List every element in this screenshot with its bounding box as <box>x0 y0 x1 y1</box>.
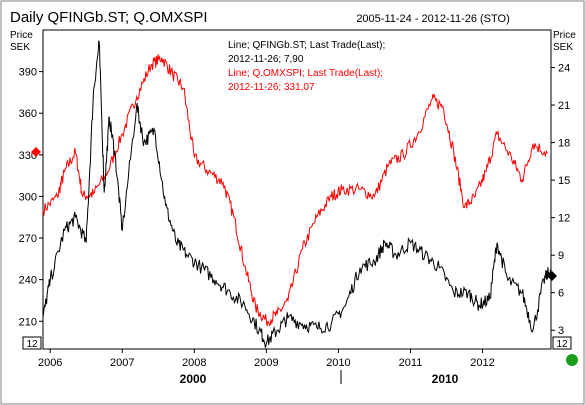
left-tick-label: 300 <box>19 191 37 203</box>
right-tick-label: 9 <box>558 250 564 262</box>
left-tick-label: 270 <box>19 233 37 245</box>
legend-line-qfin: Line; QFINGb.ST; Last Trade(Last); <box>228 40 385 51</box>
qfin-last-marker <box>547 271 557 281</box>
left-axis-label-unit: SEK <box>10 42 30 53</box>
era-label-2000: 2000 <box>180 372 207 386</box>
right-tick-label: 15 <box>558 175 570 187</box>
right-tick-label: 12 <box>558 213 570 225</box>
series-line-qfingb <box>42 40 552 349</box>
right-tick-label: 3 <box>558 325 564 337</box>
left-axis-label-price: Price <box>10 30 33 41</box>
x-tick-label: 2011 <box>399 357 423 369</box>
x-axis: 2006 2007 2008 2009 2010 2011 2012 <box>38 349 495 369</box>
era-label-2010: 2010 <box>432 372 459 386</box>
x-tick-label: 2012 <box>470 357 494 369</box>
series-layer <box>42 40 552 349</box>
x-tick-label: 2008 <box>182 357 206 369</box>
series-line-omxspi <box>42 54 548 327</box>
timezone-label: (STO) <box>480 13 510 25</box>
left-badge-label: 12 <box>26 339 38 350</box>
left-tick-label: 390 <box>19 67 37 79</box>
right-tick-label: 24 <box>558 63 570 75</box>
left-tick-label: 210 <box>19 316 37 328</box>
x-tick-label: 2010 <box>326 357 350 369</box>
x-tick-label: 2007 <box>110 357 134 369</box>
left-tick-label: 360 <box>19 108 37 120</box>
right-axis-label-price: Price <box>553 30 576 41</box>
legend-value-qfin: 2012-11-26; 7,90 <box>228 54 304 65</box>
omx-last-marker <box>31 147 41 157</box>
chart-title: Daily QFINGb.ST; Q.OMXSPI <box>10 9 208 26</box>
right-tick-label: 6 <box>558 288 564 300</box>
x-tick-label: 2006 <box>38 357 62 369</box>
right-axis-label-unit: SEK <box>553 42 573 53</box>
right-tick-label: 21 <box>558 100 570 112</box>
right-tick-label: 18 <box>558 138 570 150</box>
right-badge-label: 12 <box>556 339 568 350</box>
left-tick-label: 240 <box>19 275 37 287</box>
plot-area <box>42 29 552 350</box>
right-axis: 3 6 9 12 15 18 21 24 <box>551 63 570 337</box>
left-badge <box>22 336 42 350</box>
legend-value-omx: 2012-11-26; 331,07 <box>228 82 315 93</box>
right-badge <box>552 336 572 350</box>
status-dot[interactable] <box>566 354 578 366</box>
x-tick-label: 2009 <box>254 357 278 369</box>
legend: Line; QFINGb.ST; Last Trade(Last); 2012-… <box>228 40 385 93</box>
legend-line-omx: Line; Q.OMXSPI; Last Trade(Last); <box>228 68 383 79</box>
date-range: 2005-11-24 - 2012-11-26 <box>356 13 477 25</box>
